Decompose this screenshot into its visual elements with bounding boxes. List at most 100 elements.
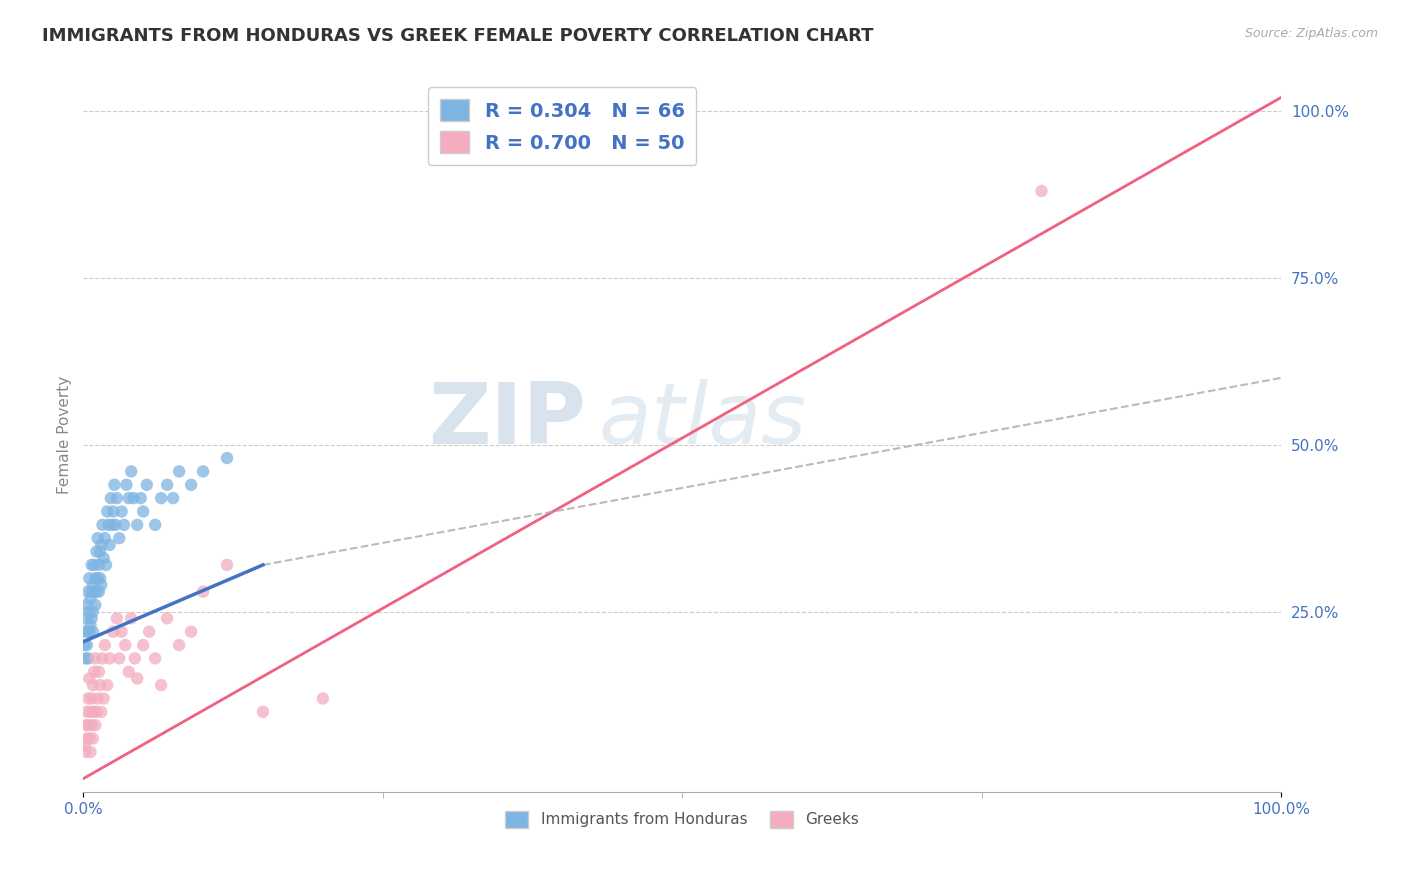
Point — [120, 465, 142, 479]
Point — [94, 638, 117, 652]
Point — [97, 517, 120, 532]
Point — [86, 584, 108, 599]
Point — [135, 477, 157, 491]
Point — [180, 624, 202, 639]
Point — [132, 638, 155, 652]
Point — [83, 705, 105, 719]
Point — [77, 672, 100, 686]
Point — [77, 718, 100, 732]
Point — [143, 651, 166, 665]
Point — [84, 598, 107, 612]
Point — [101, 517, 124, 532]
Point — [76, 638, 98, 652]
Point — [105, 611, 128, 625]
Point — [96, 678, 118, 692]
Point — [80, 584, 103, 599]
Point — [84, 718, 107, 732]
Point — [73, 638, 96, 652]
Point — [75, 718, 97, 732]
Point — [93, 551, 115, 566]
Point — [77, 731, 100, 746]
Point — [180, 477, 202, 491]
Point — [80, 718, 103, 732]
Point — [79, 591, 101, 606]
Point — [252, 705, 274, 719]
Point — [76, 731, 98, 746]
Point — [94, 531, 117, 545]
Point — [103, 504, 125, 518]
Point — [162, 491, 184, 505]
Point — [150, 491, 173, 505]
Point — [75, 745, 97, 759]
Point — [108, 531, 131, 545]
Point — [80, 691, 103, 706]
Point — [112, 517, 135, 532]
Point — [150, 678, 173, 692]
Point — [87, 665, 110, 679]
Point — [90, 578, 112, 592]
Point — [103, 624, 125, 639]
Y-axis label: Female Poverty: Female Poverty — [58, 376, 72, 494]
Point — [86, 705, 108, 719]
Point — [89, 571, 111, 585]
Point — [79, 745, 101, 759]
Point — [191, 584, 214, 599]
Point — [104, 517, 127, 532]
Point — [84, 571, 107, 585]
Point — [77, 571, 100, 585]
Point — [90, 705, 112, 719]
Point — [83, 558, 105, 572]
Point — [215, 451, 238, 466]
Point — [76, 611, 98, 625]
Point — [82, 731, 104, 746]
Point — [77, 624, 100, 639]
Point — [120, 611, 142, 625]
Point — [83, 584, 105, 599]
Point — [167, 638, 190, 652]
Point — [82, 624, 104, 639]
Point — [105, 491, 128, 505]
Point — [80, 611, 103, 625]
Legend: Immigrants from Honduras, Greeks: Immigrants from Honduras, Greeks — [499, 805, 865, 834]
Point — [80, 558, 103, 572]
Point — [91, 517, 114, 532]
Point — [77, 624, 100, 639]
Point — [86, 544, 108, 558]
Point — [84, 651, 107, 665]
Point — [87, 558, 110, 572]
Point — [77, 605, 100, 619]
Point — [129, 491, 152, 505]
Point — [89, 544, 111, 558]
Point — [82, 605, 104, 619]
Point — [86, 571, 108, 585]
Point — [75, 651, 97, 665]
Point — [98, 538, 121, 552]
Text: Source: ZipAtlas.com: Source: ZipAtlas.com — [1244, 27, 1378, 40]
Point — [82, 678, 104, 692]
Text: ZIP: ZIP — [429, 379, 586, 462]
Point — [82, 578, 104, 592]
Point — [167, 465, 190, 479]
Point — [79, 705, 101, 719]
Point — [89, 678, 111, 692]
Point — [156, 611, 179, 625]
Point — [75, 624, 97, 639]
Point — [87, 584, 110, 599]
Point — [98, 651, 121, 665]
Point — [1031, 184, 1053, 198]
Point — [76, 598, 98, 612]
Point — [86, 691, 108, 706]
Point — [103, 477, 125, 491]
Point — [86, 531, 108, 545]
Point — [111, 624, 134, 639]
Point — [77, 584, 100, 599]
Point — [191, 465, 214, 479]
Point — [215, 558, 238, 572]
Point — [90, 538, 112, 552]
Point — [122, 491, 145, 505]
Point — [76, 705, 98, 719]
Point — [111, 504, 134, 518]
Point — [96, 504, 118, 518]
Point — [73, 738, 96, 752]
Point — [83, 665, 105, 679]
